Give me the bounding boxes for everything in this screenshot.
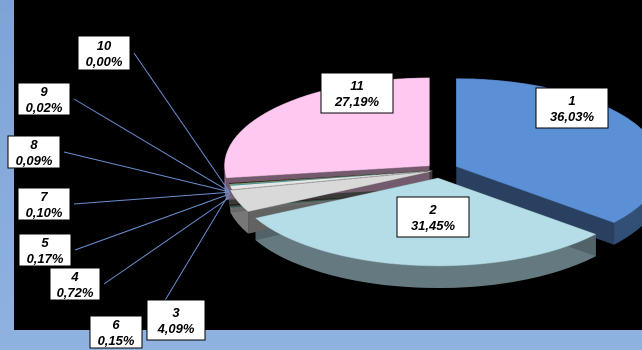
slice-category-label: 8 xyxy=(30,137,38,152)
leader-line-7 xyxy=(73,191,230,205)
slice-percent-label: 0,10% xyxy=(26,205,63,220)
leader-line-4 xyxy=(103,195,232,285)
slice-side-1 xyxy=(614,203,642,245)
slice-label-7: 70,10% xyxy=(17,187,71,221)
label-box xyxy=(535,87,609,129)
slice-percent-label: 0,72% xyxy=(57,285,94,300)
slice-percent-label: 0,00% xyxy=(86,54,123,69)
leader-line-8 xyxy=(63,151,230,193)
label-box xyxy=(77,35,131,71)
slice-label-1: 136,03% xyxy=(535,87,609,129)
label-box xyxy=(49,267,101,301)
label-box xyxy=(320,72,394,114)
slice-label-4: 40,72% xyxy=(49,267,101,301)
label-box xyxy=(396,196,470,238)
slice-percent-label: 0,17% xyxy=(27,251,64,266)
slice-category-label: 1 xyxy=(568,93,575,108)
slice-category-label: 2 xyxy=(428,202,437,217)
label-box xyxy=(18,233,72,267)
slice-3 xyxy=(229,171,431,212)
slice-percent-label: 4,09% xyxy=(157,321,195,336)
slice-9 xyxy=(228,170,433,183)
slice-label-6: 60,15% xyxy=(89,315,143,349)
slice-category-label: 4 xyxy=(70,269,79,284)
slice-label-10: 100,00% xyxy=(77,35,131,71)
slice-category-label: 6 xyxy=(112,317,120,332)
label-box xyxy=(7,135,61,169)
slice-wall-1 xyxy=(456,166,615,245)
slice-category-label: 10 xyxy=(97,38,112,53)
slice-label-3: 34,09% xyxy=(146,299,206,341)
slice-percent-label: 27,19% xyxy=(334,94,380,109)
leader-line-10 xyxy=(133,52,230,192)
label-box xyxy=(89,315,143,349)
slice-percent-label: 36,03% xyxy=(550,109,595,124)
slice-label-8: 80,09% xyxy=(7,135,61,169)
slice-percent-label: 31,45% xyxy=(411,218,456,233)
slice-percent-label: 0,15% xyxy=(98,333,135,348)
slice-category-label: 11 xyxy=(350,78,364,93)
slice-label-5: 50,17% xyxy=(18,233,72,267)
slice-label-9: 90,02% xyxy=(17,82,71,116)
slice-category-label: 5 xyxy=(41,235,49,250)
label-box xyxy=(17,82,71,116)
leader-line-5 xyxy=(74,193,231,251)
slice-category-label: 3 xyxy=(172,305,180,320)
slice-label-2: 231,45% xyxy=(396,196,470,238)
slice-labels: 136,03%231,45%34,09%40,72%50,17%60,15%70… xyxy=(7,35,609,349)
slice-category-label: 9 xyxy=(40,84,48,99)
slice-percent-label: 0,09% xyxy=(16,153,53,168)
label-box xyxy=(17,187,71,221)
leader-lines xyxy=(63,52,232,333)
label-box xyxy=(146,299,206,341)
slice-percent-label: 0,02% xyxy=(26,100,63,115)
leader-line-9 xyxy=(73,98,230,192)
slice-category-label: 7 xyxy=(40,189,48,204)
slice-side-2 xyxy=(255,218,596,289)
